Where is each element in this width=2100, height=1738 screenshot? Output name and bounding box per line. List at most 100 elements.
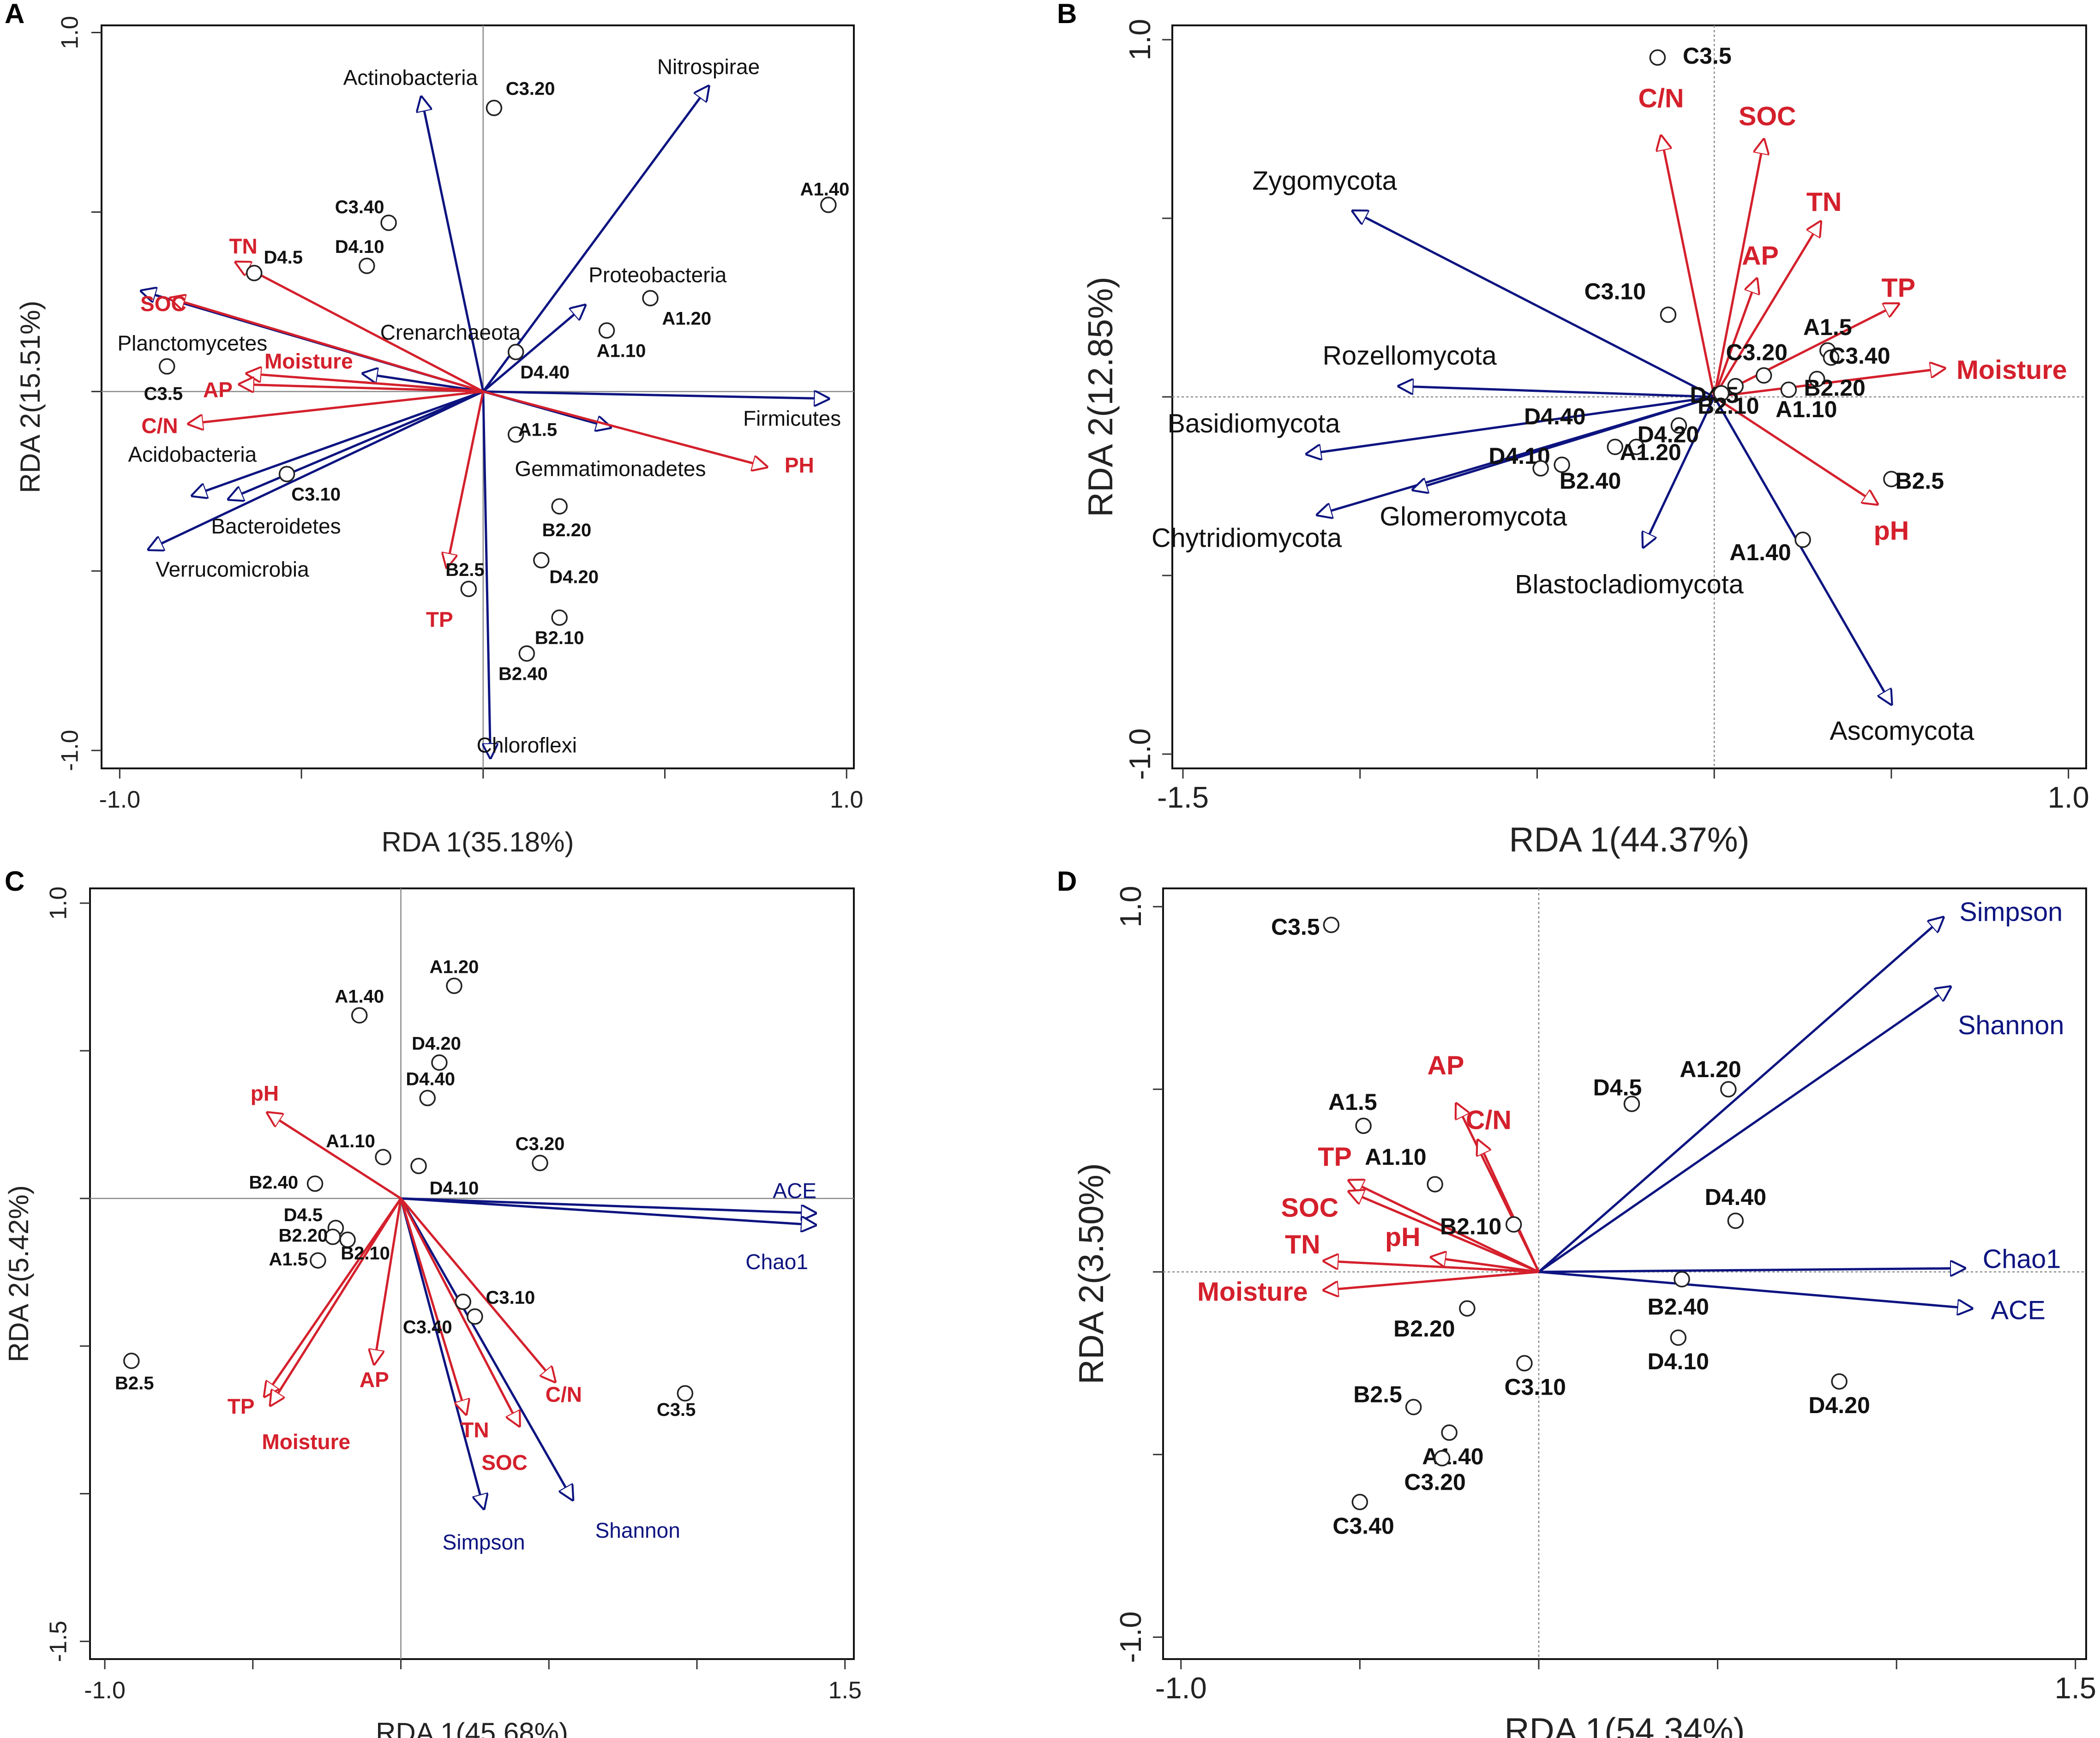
sample-label: C3.5 [1683, 43, 1732, 69]
sample-label: D4.40 [520, 362, 570, 383]
sample-label: B2.10 [1440, 1213, 1501, 1239]
sample-label: C3.40 [403, 1317, 452, 1337]
sample-point [1459, 1300, 1476, 1317]
sample-label: B2.40 [498, 664, 548, 684]
sample-label: A1.10 [597, 341, 646, 361]
sample-label: D4.40 [1705, 1184, 1766, 1210]
sample-point [1323, 917, 1340, 933]
species-arrow [1713, 396, 1891, 704]
env-arrow [1713, 222, 1820, 398]
sample-point [1441, 1424, 1458, 1441]
sample-point [410, 1157, 427, 1175]
env-label: TN [1806, 187, 1842, 217]
sample-point [375, 1149, 391, 1166]
env-arrow [374, 1198, 402, 1364]
sample-point [820, 197, 837, 213]
sample-point [1405, 1399, 1422, 1415]
sample-label: C3.5 [1271, 914, 1320, 940]
y-axis-label: RDA 2(15.51%) [15, 301, 46, 493]
sample-label: A1.10 [1776, 396, 1837, 422]
species-arrow [1413, 396, 1715, 490]
env-label: AP [1427, 1051, 1464, 1080]
sample-point [1823, 349, 1840, 366]
species-arrow [1538, 1271, 1972, 1308]
sample-point [1355, 1117, 1372, 1134]
sample-label: A1.20 [1680, 1056, 1741, 1082]
species-label: Chytridiomycota [1152, 523, 1342, 553]
sample-label: D4.5 [1593, 1075, 1642, 1101]
y-tick-label: -1.0 [57, 730, 84, 771]
species-label: Proteobacteria [588, 263, 727, 287]
sample-point [1660, 306, 1677, 323]
env-arrow [247, 373, 484, 393]
sample-label: C3.10 [486, 1288, 535, 1308]
env-label: AP [360, 1368, 389, 1392]
sample-point [431, 1054, 448, 1071]
species-label: Blastocladiomycota [1515, 569, 1743, 599]
sample-point [486, 100, 503, 116]
sample-label: A1.5 [1328, 1089, 1377, 1115]
species-label: Basidiomycota [1168, 409, 1340, 438]
env-arrow [400, 1198, 466, 1414]
x-tick-label: -1.5 [1157, 780, 1209, 814]
sample-point [455, 1294, 472, 1310]
sample-point [306, 1175, 324, 1192]
env-label: TN [461, 1418, 489, 1442]
sample-point [1727, 378, 1744, 395]
sample-label: C3.10 [1504, 1374, 1566, 1400]
env-label: TP [1882, 273, 1915, 303]
sample-label: B2.10 [535, 628, 584, 648]
sample-label: B2.10 [341, 1243, 390, 1264]
x-tick-label: 1.5 [2055, 1671, 2096, 1705]
sample-label: B2.5 [1353, 1381, 1402, 1407]
sample-point [598, 322, 615, 339]
sample-label: A1.40 [335, 986, 384, 1007]
y-axis-label: RDA 2(12.85%) [1081, 276, 1120, 517]
sample-label: B2.20 [542, 520, 592, 540]
plot-frame [101, 24, 855, 769]
sample-point [532, 1155, 548, 1171]
sample-point [1434, 1450, 1451, 1467]
sample-label: C3.40 [1332, 1513, 1394, 1539]
species-label: Shannon [1958, 1011, 2064, 1040]
sample-point [1516, 1355, 1533, 1372]
sample-point [1674, 1271, 1690, 1288]
env-arrow [1478, 1140, 1540, 1273]
env-label: C/N [546, 1383, 582, 1407]
x-axis-label: RDA 1(45.68%) [376, 1717, 568, 1738]
sample-point [1720, 1081, 1737, 1098]
sample-label: C3.10 [1584, 279, 1646, 305]
sample-point [339, 1231, 356, 1248]
sample-point [642, 290, 659, 306]
env-arrow [1713, 140, 1764, 397]
sample-point [1623, 1096, 1640, 1112]
env-label: TN [1285, 1230, 1320, 1259]
species-arrow [1538, 1268, 1964, 1272]
sample-label: A1.40 [1729, 539, 1791, 565]
env-arrow [1713, 279, 1757, 397]
sample-label: A1.5 [269, 1249, 308, 1270]
species-arrow [421, 97, 485, 392]
sample-point [1607, 438, 1624, 455]
species-label: Rozellomycota [1323, 341, 1497, 371]
panel-letter: C [5, 866, 24, 897]
species-arrow [401, 1197, 816, 1225]
species-label: Firmicutes [743, 407, 841, 431]
x-tick-label: -1.0 [1155, 1671, 1207, 1705]
env-arrow [1714, 304, 1898, 398]
x-axis-label: RDA 1(44.37%) [1509, 820, 1749, 859]
species-label: Gemmatimonadetes [515, 457, 706, 481]
panel-letter: D [1057, 866, 1077, 897]
sample-point [123, 1353, 140, 1369]
sample-point [1532, 460, 1549, 477]
sample-point [1505, 1216, 1522, 1233]
sample-label: A1.40 [800, 179, 850, 199]
env-label: Moisture [262, 1430, 350, 1454]
sample-label: C3.5 [657, 1400, 696, 1420]
species-arrow [1399, 386, 1715, 398]
sample-label: A1.10 [326, 1131, 375, 1151]
env-label: SOC [481, 1450, 528, 1474]
env-arrow [1713, 396, 1877, 504]
env-label: C/N [141, 414, 178, 437]
